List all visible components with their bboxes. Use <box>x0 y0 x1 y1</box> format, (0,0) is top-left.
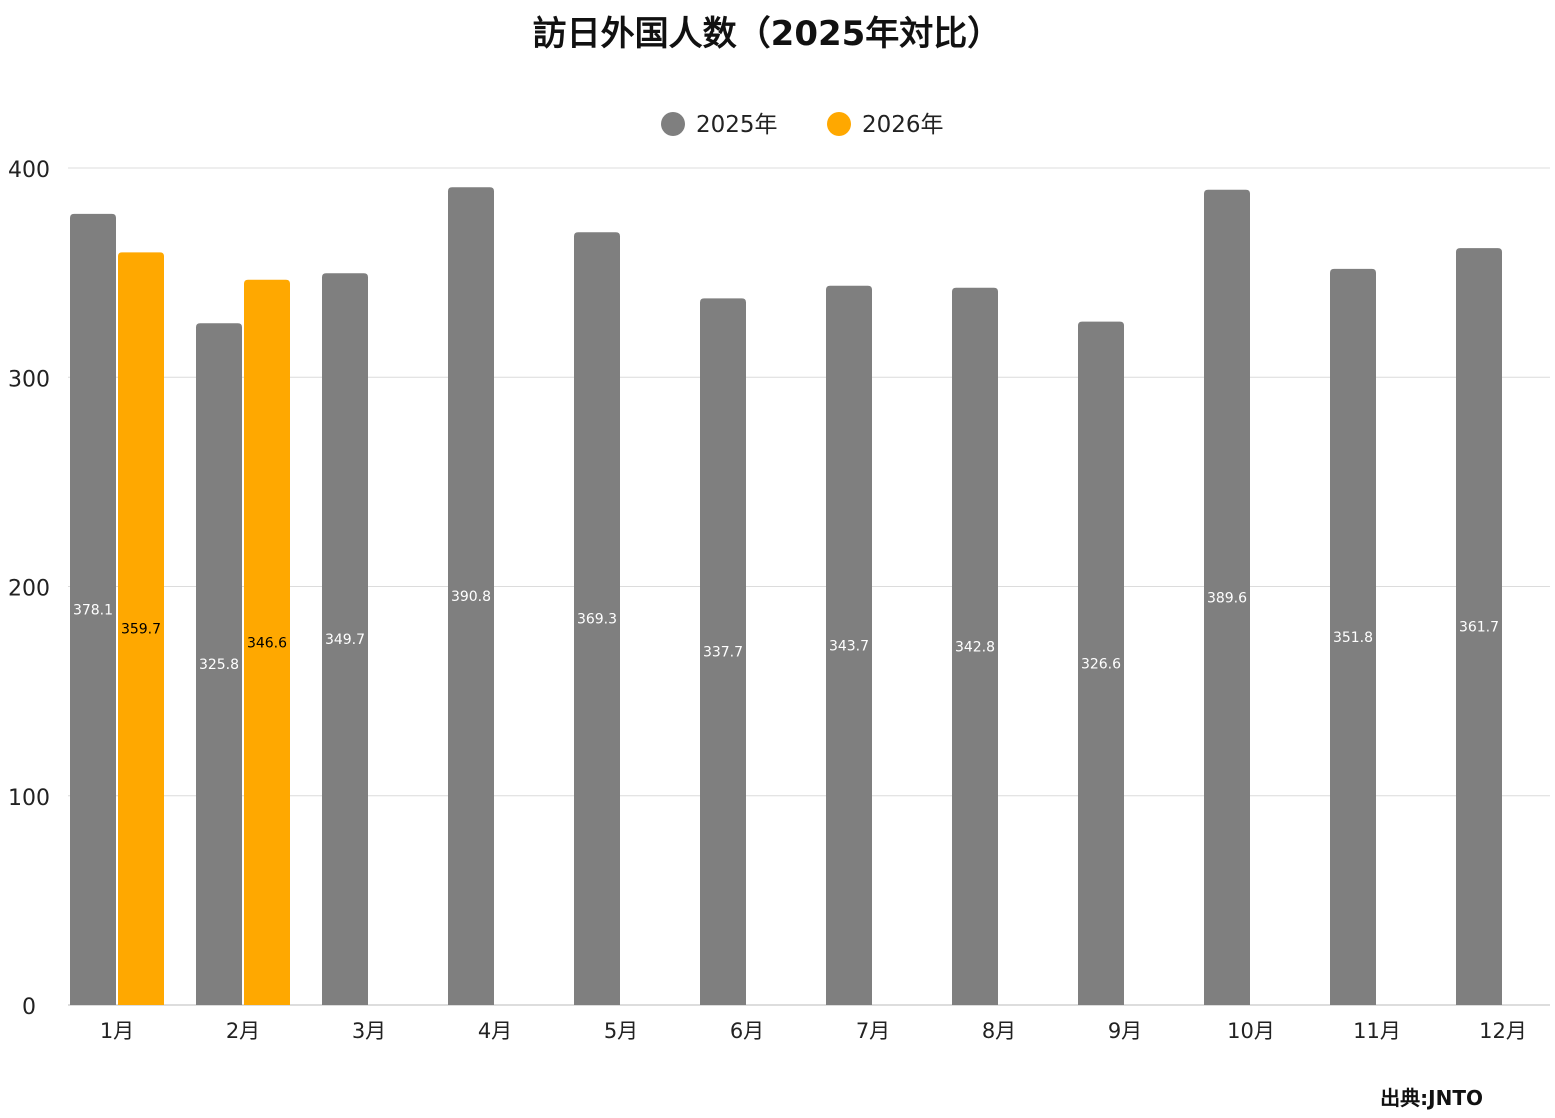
y-tick-label: 100 <box>8 786 50 811</box>
data-label: 359.7 <box>121 622 161 638</box>
data-label: 389.6 <box>1207 590 1247 606</box>
bar-2025年-6月 <box>700 298 746 1005</box>
bar-2025年-11月 <box>1330 268 1376 1005</box>
x-tick-label: 2月 <box>226 1019 260 1043</box>
x-tick-label: 6月 <box>730 1019 764 1043</box>
bar-2026年-2月 <box>244 279 290 1005</box>
x-tick-label: 5月 <box>604 1019 638 1043</box>
y-tick-label: 400 <box>8 158 50 183</box>
x-tick-label: 7月 <box>856 1019 890 1043</box>
bar-2025年-9月 <box>1078 321 1124 1006</box>
legend: 2025年 2026年 <box>661 112 944 138</box>
gridlines <box>68 167 1550 1006</box>
x-tick-label: 12月 <box>1479 1019 1527 1043</box>
bar-2025年-8月 <box>952 287 998 1005</box>
legend-label: 2025年 <box>696 112 778 138</box>
data-label: 343.7 <box>829 638 869 654</box>
bar-2026年-1月 <box>118 252 164 1005</box>
y-tick-label: 200 <box>8 577 50 602</box>
legend-label: 2026年 <box>862 112 944 138</box>
bar-2025年-5月 <box>574 232 620 1005</box>
x-tick-label: 1月 <box>100 1019 134 1043</box>
bar-2025年-10月 <box>1204 189 1250 1006</box>
x-tick-label: 4月 <box>478 1019 512 1043</box>
chart-title: 訪日外国人数（2025年対比） <box>533 14 1002 54</box>
bars <box>70 187 1502 1006</box>
data-label: 390.8 <box>451 589 491 605</box>
data-label: 326.6 <box>1081 656 1121 672</box>
x-axis-ticks: 1月 2月 3月 4月 5月 6月 7月 8月 9月 10月 11月 12月 <box>100 1019 1527 1043</box>
x-tick-label: 8月 <box>982 1019 1016 1043</box>
bar-2025年-7月 <box>826 285 872 1005</box>
y-axis-ticks: 0 100 200 300 400 <box>8 158 50 1020</box>
legend-marker <box>827 112 851 136</box>
data-label: 349.7 <box>325 632 365 648</box>
bar-2025年-12月 <box>1456 248 1502 1005</box>
data-label: 369.3 <box>577 612 617 628</box>
data-label: 361.7 <box>1459 620 1499 636</box>
bar-2025年-3月 <box>322 273 368 1005</box>
bar-2025年-2月 <box>196 323 242 1005</box>
x-tick-label: 11月 <box>1353 1019 1401 1043</box>
data-label: 337.7 <box>703 645 743 661</box>
data-label: 346.6 <box>247 635 287 651</box>
data-label: 351.8 <box>1333 630 1373 646</box>
data-label: 378.1 <box>73 602 113 618</box>
legend-marker <box>661 112 685 136</box>
data-labels: 378.1 359.7 325.8 346.6 349.7 390.8 369.3 337.7… <box>73 589 1499 673</box>
y-tick-label: 300 <box>8 367 50 392</box>
x-tick-label: 9月 <box>1108 1019 1142 1043</box>
x-tick-label: 10月 <box>1227 1019 1275 1043</box>
bar-2025年-4月 <box>448 187 494 1006</box>
x-tick-label: 3月 <box>352 1019 386 1043</box>
source-note: 出典:JNTO <box>1380 1086 1483 1110</box>
data-label: 342.8 <box>955 639 995 655</box>
bar-2025年-1月 <box>70 213 116 1005</box>
y-tick-label: 0 <box>22 995 36 1020</box>
data-label: 325.8 <box>199 657 239 673</box>
